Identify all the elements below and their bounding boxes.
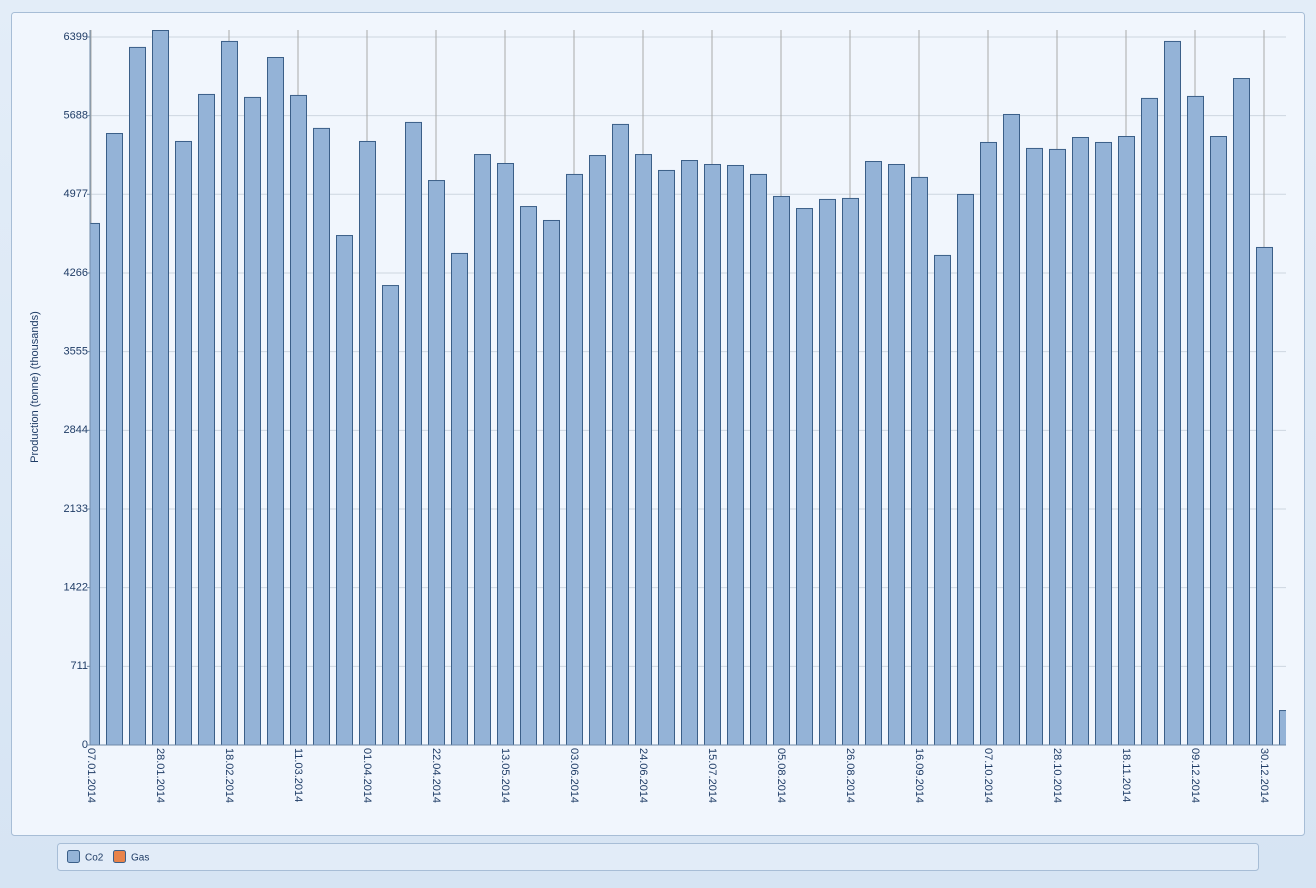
bar (750, 173, 767, 746)
y-tick-label: 1422 (64, 582, 88, 594)
legend-swatch (113, 850, 126, 863)
bar (1187, 95, 1204, 746)
legend-swatch (67, 850, 80, 863)
bar (1233, 78, 1250, 746)
bar (566, 173, 583, 746)
x-tick-label: 22.04.2014 (430, 748, 442, 803)
legend-label: Gas (131, 853, 149, 864)
bar (1164, 40, 1181, 746)
legend-label: Co2 (85, 853, 104, 864)
bar (1095, 141, 1112, 746)
bar (451, 252, 468, 746)
bar (1279, 710, 1286, 746)
bar (1210, 135, 1227, 746)
bar (589, 155, 606, 746)
x-tick-label: 18.02.2014 (223, 748, 235, 803)
bar (888, 163, 905, 746)
x-tick-label: 13.05.2014 (499, 748, 511, 803)
bar (359, 140, 376, 746)
bar (957, 193, 974, 746)
bar (635, 154, 652, 746)
bar (796, 208, 813, 746)
bar (1072, 136, 1089, 746)
x-tick-label: 18.11.2014 (1120, 748, 1132, 802)
bar (934, 254, 951, 746)
bar (175, 140, 192, 746)
x-tick-label: 05.08.2014 (775, 748, 787, 803)
x-tick-label: 30.12.2014 (1258, 748, 1270, 803)
bar (520, 206, 537, 746)
bar (1141, 97, 1158, 746)
bar (1256, 246, 1273, 746)
y-tick-label: 2133 (64, 503, 88, 515)
bar (1003, 113, 1020, 746)
bar (1118, 135, 1135, 746)
y-tick-label: 4977 (64, 188, 88, 200)
bar (773, 195, 790, 746)
bar (980, 141, 997, 746)
x-tick-label: 11.03.2014 (292, 748, 304, 802)
bars (90, 30, 1286, 746)
bar (198, 93, 215, 746)
x-tick-label: 01.04.2014 (361, 748, 373, 803)
bar (428, 180, 445, 746)
bar (497, 162, 514, 746)
bar (727, 164, 744, 746)
y-axis-label: Production (tonne) (thousands) (29, 311, 41, 463)
y-tick-label: 4266 (64, 267, 88, 279)
bar (129, 46, 146, 746)
bar (221, 40, 238, 746)
bar (704, 163, 721, 746)
bar (1026, 147, 1043, 746)
y-tick-label: 0 (82, 739, 88, 751)
x-tick-label: 16.09.2014 (913, 748, 925, 803)
legend-panel (57, 843, 1259, 871)
bar (865, 161, 882, 746)
bar (681, 160, 698, 746)
bar (290, 94, 307, 746)
bar (405, 121, 422, 746)
bar (382, 285, 399, 746)
y-tick-label: 711 (70, 660, 88, 672)
x-tick-label: 26.08.2014 (844, 748, 856, 803)
bar (152, 30, 169, 746)
x-tick-label: 09.12.2014 (1189, 748, 1201, 803)
bar (819, 198, 836, 746)
y-tick-label: 5688 (64, 110, 88, 122)
x-tick-label: 03.06.2014 (568, 748, 580, 803)
y-tick-label: 6399 (64, 31, 88, 43)
x-tick-label: 15.07.2014 (706, 748, 718, 803)
x-tick-label: 28.10.2014 (1051, 748, 1063, 803)
bar (543, 219, 560, 746)
bar (911, 176, 928, 746)
bar (658, 169, 675, 746)
bar (1049, 148, 1066, 746)
x-tick-label: 07.01.2014 (85, 748, 97, 803)
bar (474, 154, 491, 746)
bar (336, 235, 353, 746)
bar (244, 96, 261, 746)
bar (313, 127, 330, 746)
x-tick-label: 24.06.2014 (637, 748, 649, 803)
y-tick-label: 3555 (64, 346, 88, 358)
bar (267, 56, 284, 746)
x-tick-label: 28.01.2014 (154, 748, 166, 803)
bar (842, 197, 859, 746)
y-tick-label: 2844 (64, 424, 88, 436)
x-tick-label: 07.10.2014 (982, 748, 994, 803)
bar (612, 123, 629, 746)
bar (106, 133, 123, 746)
